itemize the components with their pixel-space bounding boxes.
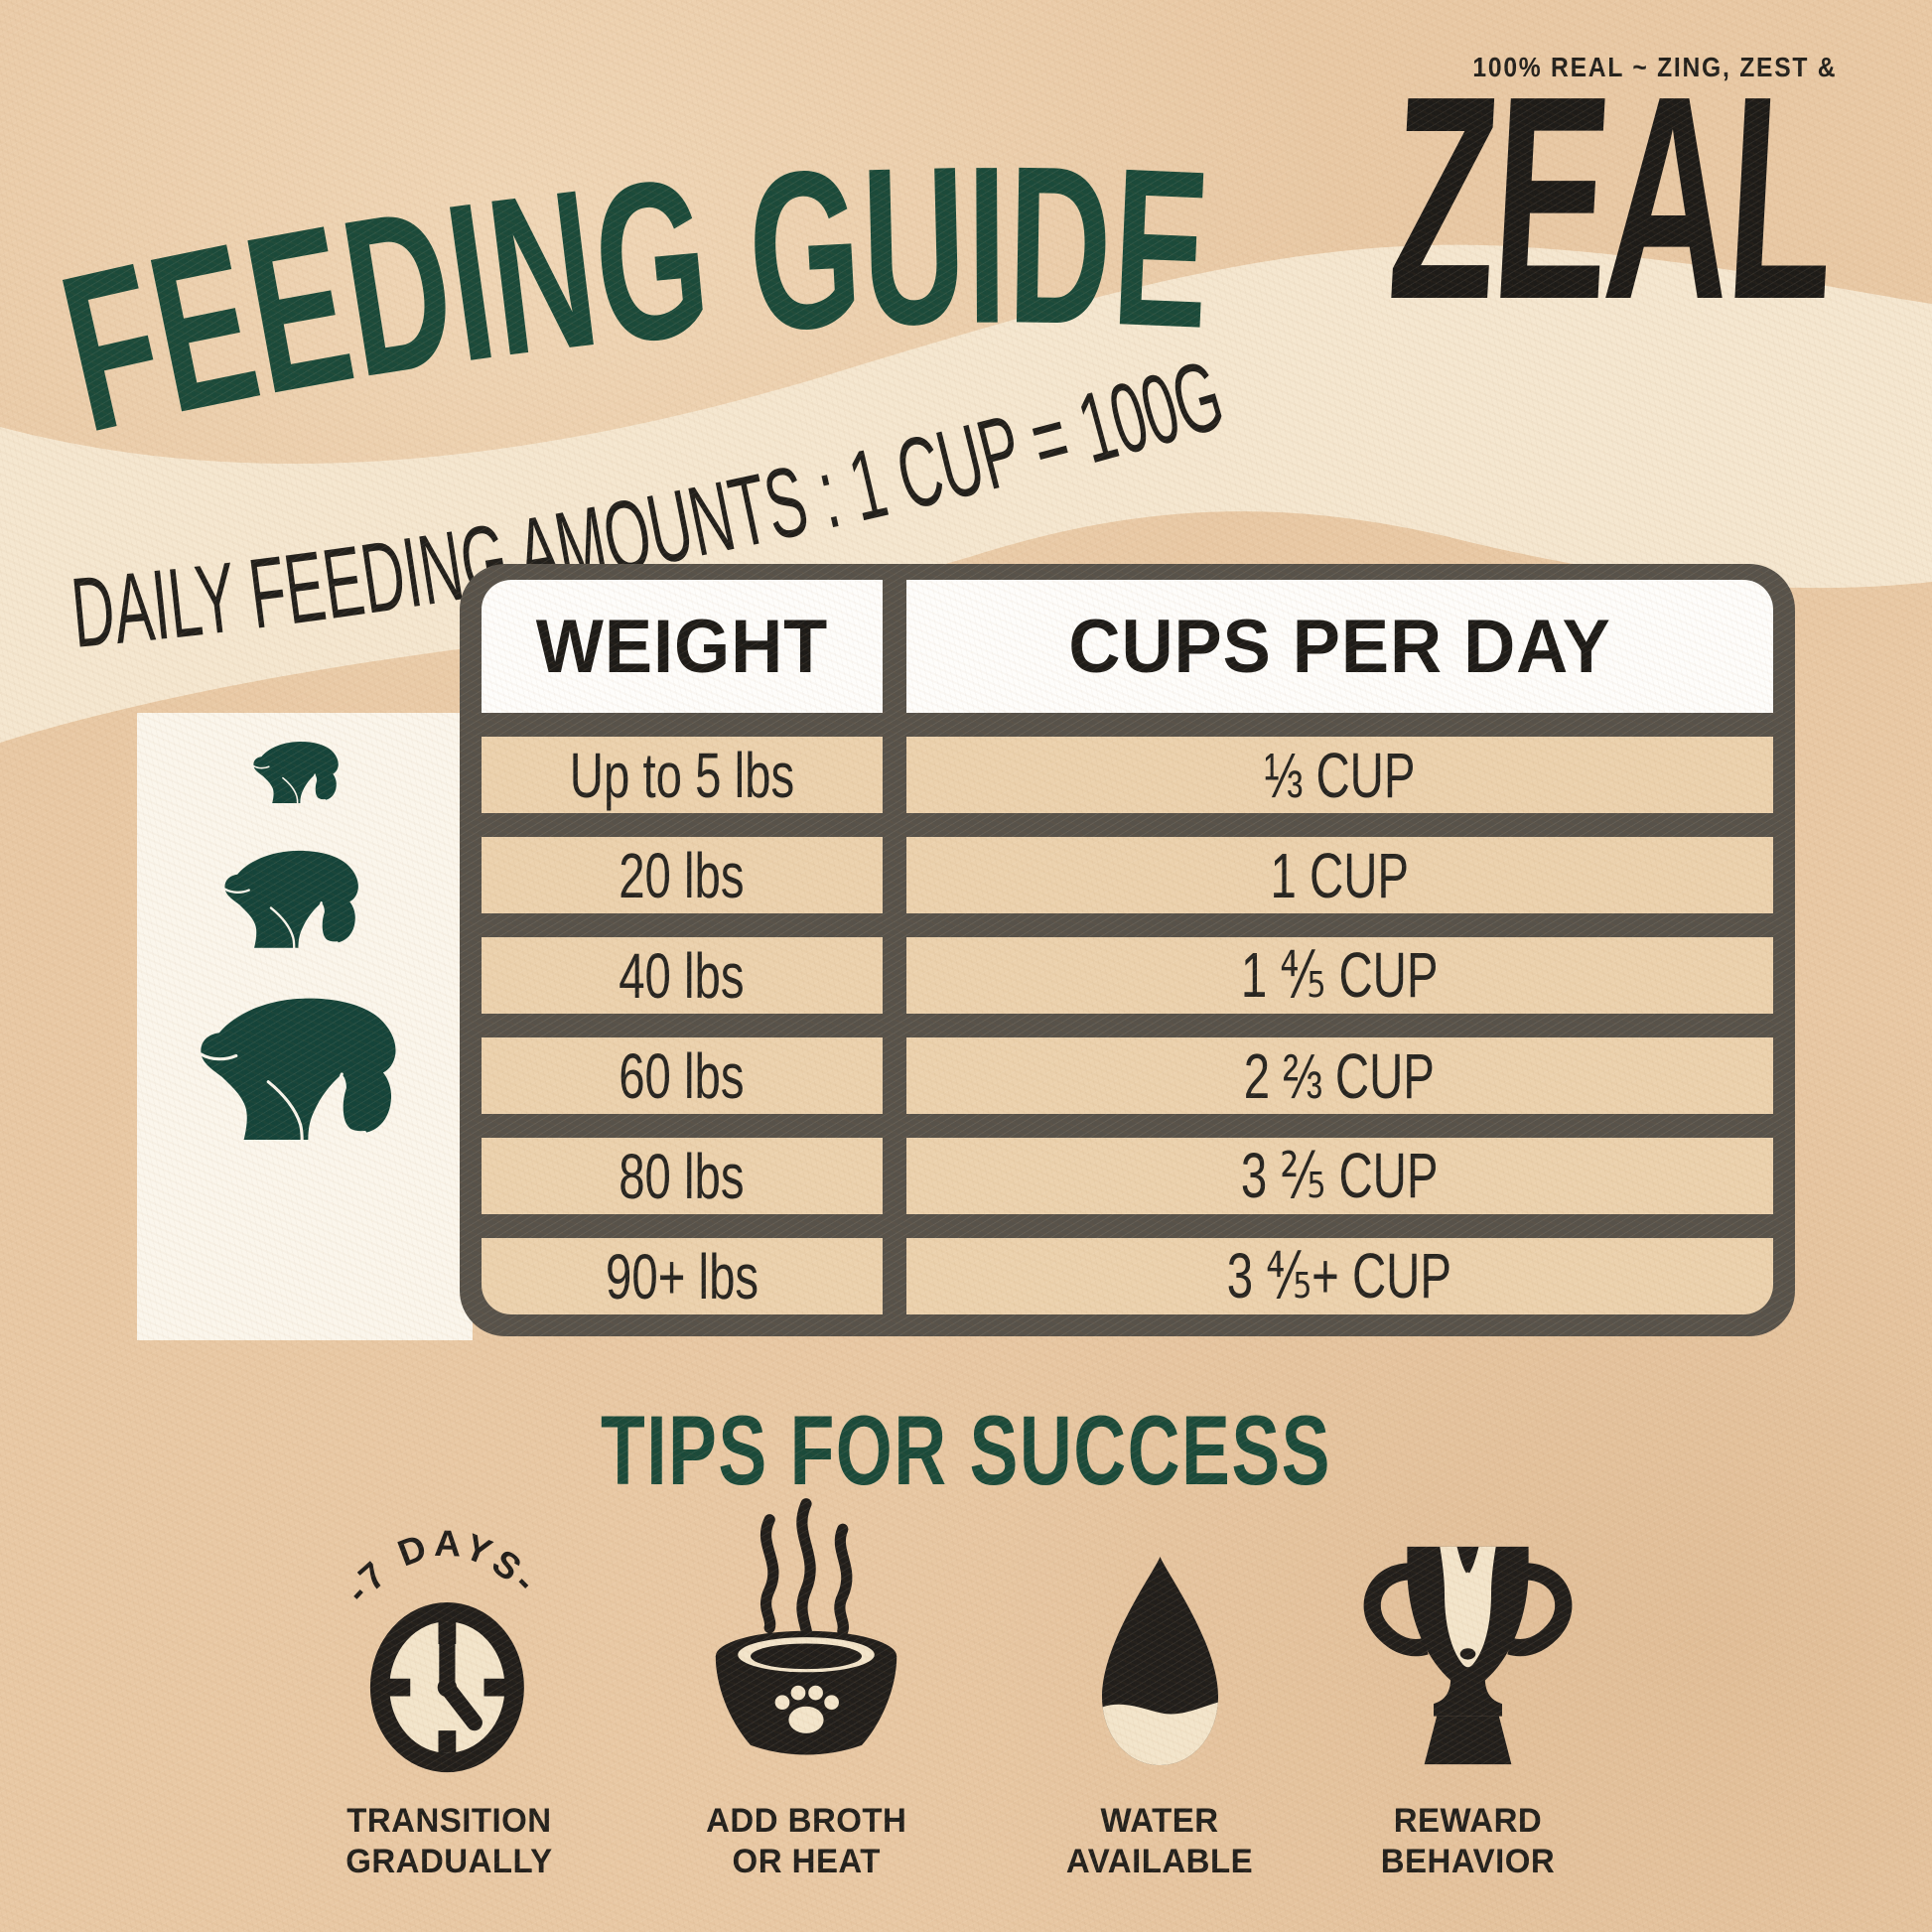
brand-tagline: 100% REAL ~ ZING, ZEST & [1472,52,1837,82]
tip-transition: -7 DAYS- TRANSITION GRADUALLY [278,1489,620,1882]
dog-head-icon-large [199,998,396,1141]
table-row-weight: 60 lbs [482,1037,883,1114]
trophy-icon [1363,1546,1572,1765]
table-row-weight: Up to 5 lbs [482,737,883,813]
table-row-cups: 1 CUP [905,837,1773,913]
svg-text:-7 DAYS-: -7 DAYS- [345,1522,548,1611]
tip-label: WATER AVAILABLE [1065,1802,1254,1880]
table-row-weight: 20 lbs [482,837,883,913]
zeal-logo: ZEAL [1382,36,1840,359]
table-row-cups: 3 ⅘+ CUP [905,1238,1773,1314]
tip-label: ADD BROTH OR HEAT [705,1802,907,1880]
table-row-weight: 40 lbs [482,937,883,1014]
table-row-weight: 80 lbs [482,1138,883,1214]
table-row-weight: 90+ lbs [482,1238,883,1314]
tip-add-broth: ADD BROTH OR HEAT [635,1489,977,1882]
dog-head-icon-medium [223,850,358,948]
table-row-cups: 2 ⅔ CUP [905,1037,1773,1114]
clock-icon: -7 DAYS- [345,1522,548,1773]
dog-head-icon-small [252,742,339,804]
brand-block: 100% REAL ~ ZING, ZEST & ZEAL [1104,36,1840,359]
feeding-table: WEIGHT CUPS PER DAY Up to 5 lbs ⅓ CUP 20… [460,564,1795,1336]
table-row-cups: 3 ⅖ CUP [905,1138,1773,1214]
tip-label: REWARD BEHAVIOR [1380,1802,1555,1880]
bowl-icon [715,1498,897,1755]
column-header-weight: WEIGHT [482,580,883,713]
column-header-cups: CUPS PER DAY [905,580,1773,713]
table-row-cups: ⅓ CUP [905,737,1773,813]
water-drop-icon [1101,1557,1218,1765]
tip-water: WATER AVAILABLE [989,1489,1330,1882]
table-row-cups: 1 ⅘ CUP [905,937,1773,1014]
tip-label: TRANSITION GRADUALLY [345,1802,553,1880]
tips-heading: TIPS FOR SUCCESS [600,1395,1332,1505]
tip-reward: REWARD BEHAVIOR [1297,1489,1638,1882]
